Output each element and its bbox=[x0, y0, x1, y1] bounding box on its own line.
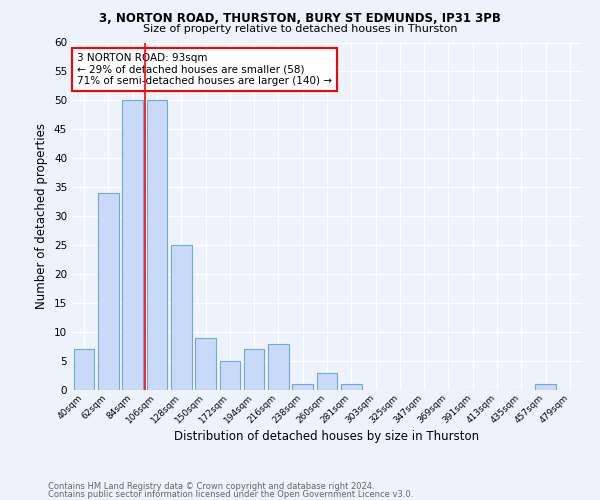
Bar bbox=[74, 350, 94, 390]
Text: 3 NORTON ROAD: 93sqm
← 29% of detached houses are smaller (58)
71% of semi-detac: 3 NORTON ROAD: 93sqm ← 29% of detached h… bbox=[77, 53, 332, 86]
Text: Size of property relative to detached houses in Thurston: Size of property relative to detached ho… bbox=[143, 24, 457, 34]
Bar bbox=[341, 384, 362, 390]
Bar bbox=[292, 384, 313, 390]
Bar bbox=[268, 344, 289, 390]
Text: 3, NORTON ROAD, THURSTON, BURY ST EDMUNDS, IP31 3PB: 3, NORTON ROAD, THURSTON, BURY ST EDMUND… bbox=[99, 12, 501, 26]
Y-axis label: Number of detached properties: Number of detached properties bbox=[35, 123, 49, 309]
X-axis label: Distribution of detached houses by size in Thurston: Distribution of detached houses by size … bbox=[175, 430, 479, 444]
Bar bbox=[244, 350, 265, 390]
Bar bbox=[220, 361, 240, 390]
Bar bbox=[195, 338, 216, 390]
Text: Contains HM Land Registry data © Crown copyright and database right 2024.: Contains HM Land Registry data © Crown c… bbox=[48, 482, 374, 491]
Bar bbox=[98, 193, 119, 390]
Bar bbox=[122, 100, 143, 390]
Bar bbox=[317, 372, 337, 390]
Bar bbox=[146, 100, 167, 390]
Bar bbox=[171, 245, 191, 390]
Text: Contains public sector information licensed under the Open Government Licence v3: Contains public sector information licen… bbox=[48, 490, 413, 499]
Bar bbox=[535, 384, 556, 390]
